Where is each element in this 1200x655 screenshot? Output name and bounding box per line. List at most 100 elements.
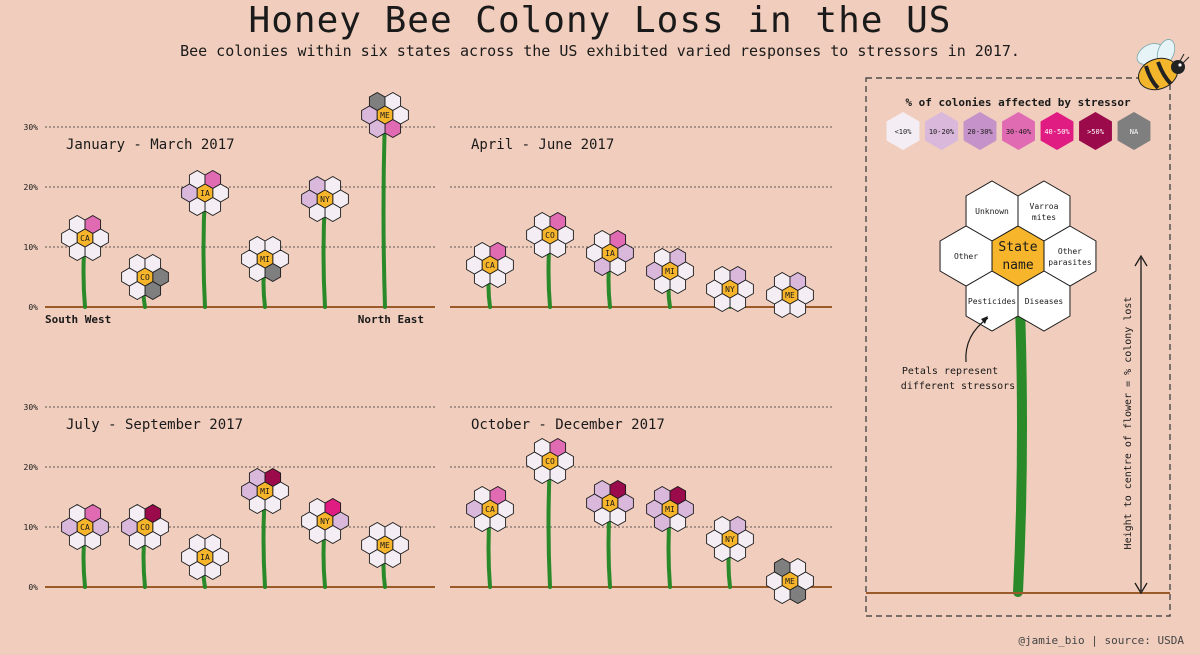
flower-petal [706, 279, 723, 299]
flower: NY [706, 265, 754, 313]
flower: CA [466, 485, 514, 533]
flower-center [196, 183, 214, 203]
flower-petal [121, 517, 138, 537]
bee-antenna [1179, 53, 1185, 62]
flower-center [256, 249, 274, 269]
flower: NY [706, 515, 754, 563]
measure-axis-label: Height to centre of flower = % colony lo… [1123, 297, 1134, 550]
flower-center [781, 571, 799, 591]
flower: CO [526, 437, 574, 485]
flower-state-label: MI [260, 487, 270, 496]
flower-center [721, 529, 739, 549]
measure-arrow-top [1134, 254, 1148, 267]
flower: NY [301, 175, 349, 223]
flower-petal [706, 529, 723, 549]
key-petal-label: Other [1058, 247, 1082, 256]
flower-state-label: IA [200, 553, 210, 562]
flower: IA [586, 229, 634, 277]
y-tick-label: 10% [24, 523, 39, 532]
flower-petal [241, 481, 258, 501]
flower-state-label: CA [485, 261, 495, 270]
legend-label: <10% [895, 128, 913, 136]
flower-center [316, 189, 334, 209]
key-petal-label: Unknown [975, 207, 1009, 216]
key-note: different stressors [901, 381, 1015, 392]
legend-title: % of colonies affected by stressor [905, 96, 1131, 109]
y-tick-label: 20% [24, 463, 39, 472]
flower-petal [526, 225, 543, 245]
flower: MI [646, 247, 694, 295]
flower: CA [466, 241, 514, 289]
bee-stripe [1156, 61, 1173, 86]
flower-center [196, 547, 214, 567]
flower: MI [241, 467, 289, 515]
flower-state-label: IA [605, 249, 615, 258]
flower-petal [181, 547, 198, 567]
flower-petal [241, 249, 258, 269]
flower-state-label: ME [380, 541, 390, 550]
flower-petal [646, 261, 663, 281]
legend-label: 40-50% [1044, 128, 1070, 136]
legend-swatch [925, 112, 958, 150]
flower-state-label: IA [605, 499, 615, 508]
flower-center [376, 535, 394, 555]
page-title: Honey Bee Colony Loss in the US [248, 0, 952, 41]
legend-label: >50% [1087, 128, 1105, 136]
bee-antenna [1182, 56, 1190, 64]
x-label-right: North East [358, 313, 424, 326]
flower-petal [766, 571, 783, 591]
flower-state-label: MI [665, 267, 675, 276]
flower-petal [61, 228, 78, 248]
flower: CO [526, 211, 574, 259]
annotation-arrowhead [981, 316, 988, 324]
flower-center [661, 499, 679, 519]
flower-petal [301, 189, 318, 209]
legend-swatch [963, 112, 997, 150]
flower-petal [466, 255, 483, 275]
flower-state-label: CO [545, 457, 555, 466]
flower-stem [381, 113, 387, 309]
key-petal-label: Diseases [1025, 297, 1064, 306]
flower: ME [766, 557, 814, 605]
flower-state-label: CO [140, 273, 150, 282]
y-tick-label: 10% [24, 243, 39, 252]
flower: ME [361, 91, 409, 139]
flower: ME [766, 271, 814, 319]
flower-petal [586, 493, 603, 513]
panel-title: January - March 2017 [66, 137, 235, 153]
flower: IA [586, 479, 634, 527]
panel-title: April - June 2017 [471, 137, 614, 153]
flower-state-label: NY [725, 535, 735, 544]
key-petal-label: Varroa [1030, 202, 1059, 211]
flower-state-label: ME [785, 291, 795, 300]
flower-state-label: CO [140, 523, 150, 532]
flower-center [316, 511, 334, 531]
flower: CO [121, 503, 169, 551]
flower-petal [466, 499, 483, 519]
flower-state-label: MI [260, 255, 270, 264]
bee-icon [1136, 39, 1190, 91]
legend-label: NA [1130, 128, 1139, 136]
flower: NY [301, 497, 349, 545]
flower-petal [61, 517, 78, 537]
flower: IA [181, 533, 229, 581]
flower-center [136, 267, 154, 287]
flower-center [541, 451, 559, 471]
bee-eye [1178, 63, 1182, 67]
legend-label: 30-40% [1006, 128, 1032, 136]
key-center [991, 225, 1045, 287]
measure-arrow-bottom [1134, 582, 1148, 595]
flower-center [541, 225, 559, 245]
flower-center [721, 279, 739, 299]
legend-swatch [1079, 112, 1112, 150]
flower-center [256, 481, 274, 501]
flower-center [601, 243, 619, 263]
flower-center [76, 517, 94, 537]
flower-state-label: MI [665, 505, 675, 514]
flower-petal [301, 511, 318, 531]
flower-state-label: ME [380, 111, 390, 120]
key-center-label: State [998, 240, 1037, 255]
legend-swatch [886, 112, 920, 150]
y-tick-label: 30% [24, 403, 39, 412]
